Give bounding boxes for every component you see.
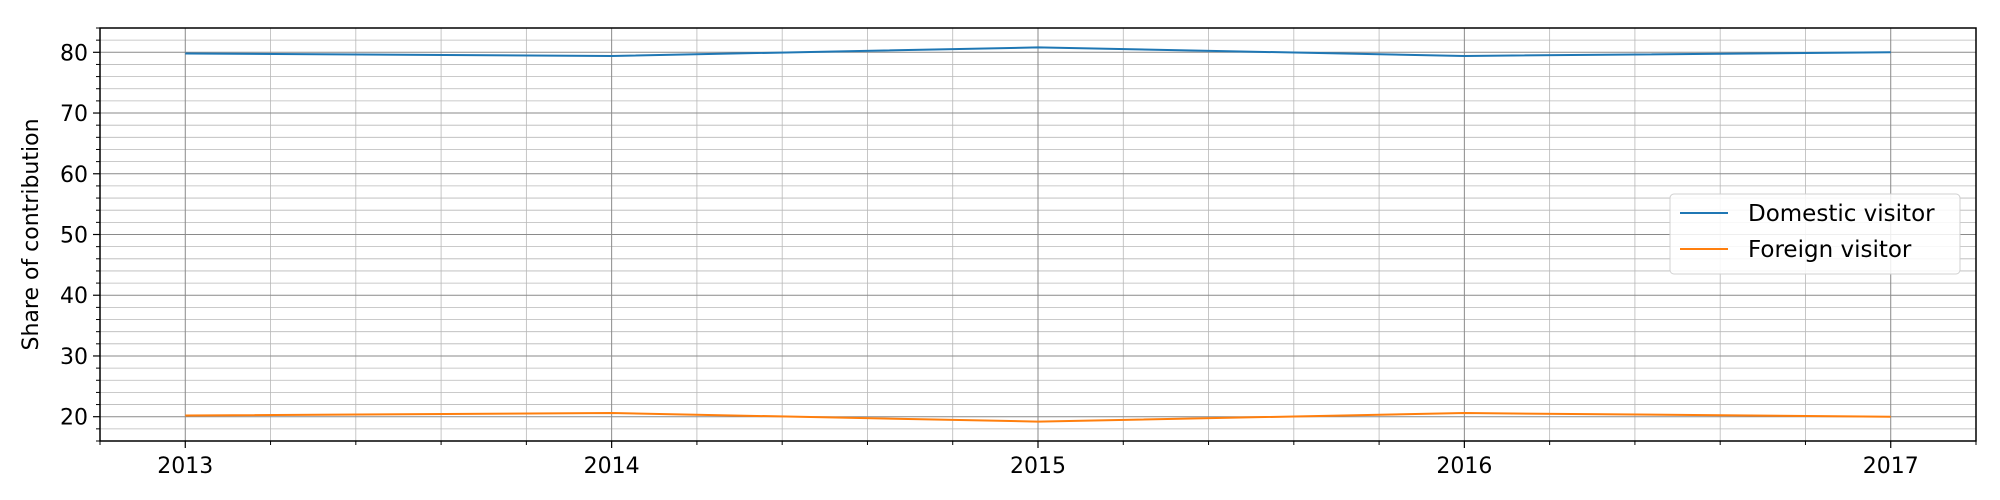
x-tick-label: 2016 — [1436, 454, 1492, 479]
x-tick-label: 2013 — [157, 454, 213, 479]
x-tick-label: 2015 — [1010, 454, 1066, 479]
legend-label-foreign: Foreign visitor — [1748, 237, 1912, 263]
grid — [99, 27, 1977, 442]
y-tick-label: 70 — [60, 102, 88, 127]
y-tick-label: 30 — [60, 345, 88, 370]
x-tick-label: 2017 — [1863, 454, 1919, 479]
y-tick-label: 20 — [60, 406, 88, 431]
tick-labels: 20 30 40 50 60 70 80 2013 2014 2015 2016 2017 — [60, 41, 1919, 479]
y-tick-label: 40 — [60, 284, 88, 309]
legend-box — [1669, 193, 1961, 275]
series-line-1 — [185, 412, 1891, 423]
y-axis-label: Share of contribution — [19, 118, 44, 350]
y-tick-label: 60 — [60, 163, 88, 188]
x-tick-label: 2014 — [584, 454, 640, 479]
axis-ticks — [93, 27, 1977, 448]
y-tick-label: 80 — [60, 41, 88, 66]
legend-label-domestic: Domestic visitor — [1748, 201, 1935, 227]
series-line-0 — [185, 46, 1891, 57]
legend: Domestic visitor Foreign visitor — [1669, 193, 1961, 275]
y-tick-label: 50 — [60, 224, 88, 249]
series-lines — [185, 46, 1891, 423]
